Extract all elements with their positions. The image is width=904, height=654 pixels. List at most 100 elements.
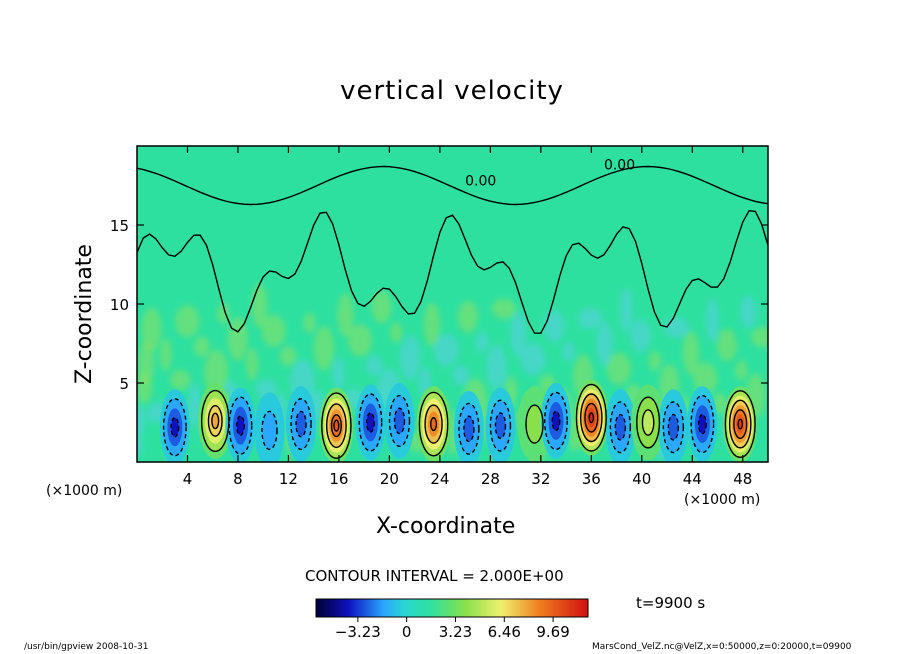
y-axis-title: Z-coordinate [72,244,97,384]
contour-line [667,413,680,441]
x-tick-label: 28 [481,470,500,488]
colorbar-tick-label: 0 [402,623,412,641]
contour-line [641,409,655,436]
contour-line [358,393,383,452]
turbulence-patch [227,316,248,361]
turbulence-patch [170,369,191,390]
turbulence-patch [648,350,661,371]
turbulence-patch [706,297,719,342]
x-tick-label: 4 [183,470,193,488]
x-tick-label: 40 [632,470,651,488]
contour-line [388,394,411,447]
turbulence-patch [371,291,392,324]
x-tick-label: 12 [279,470,298,488]
x-tick-label: 20 [380,470,399,488]
contour-line [170,417,180,438]
cell-level [333,420,339,432]
contour-line [261,410,278,451]
contour-line [544,391,568,451]
contour-line [494,412,507,440]
contour-line [325,403,347,449]
footer-data-source: MarsCond_VelZ.nc@VelZ,x=0:50000,z=0:2000… [592,642,852,652]
colorbar: −3.23 0 3.23 6.46 9.69 [315,598,589,641]
zero-contour-upper [137,165,768,206]
cell-level [738,419,743,429]
chart-title: vertical velocity [340,76,564,106]
turbulence-patch [159,338,172,371]
contour-line [737,418,744,430]
contour-line [333,419,340,432]
turbulence-patch [510,312,527,357]
x-tick-label: 24 [430,470,449,488]
cell-level [394,408,405,434]
turbulence-patch [366,355,383,376]
cell-level [668,414,679,440]
contour-line [551,410,561,432]
cell-level [463,416,474,442]
turbulence-patch [682,330,699,375]
turbulence-patch [735,360,748,381]
contour-line [636,396,661,449]
contour-line [418,391,449,457]
x-tick-label: 44 [683,470,702,488]
cell-level [642,409,654,436]
contour-line [662,401,685,454]
contour-line [290,398,312,451]
contour-line [424,404,443,444]
contour-line [463,415,475,443]
turbulence-patch [217,303,230,324]
contour-line [162,398,187,457]
contour-line [458,402,480,455]
turbulence-patch [620,288,633,333]
zero-contour [137,209,768,334]
turbulence-patch [137,436,143,457]
colorbar-tick-label: 3.23 [439,623,472,641]
turbulence-patch [204,349,229,394]
colorbar-tick-label: 9.69 [536,623,569,641]
cell-level [296,411,307,437]
contour-line [724,390,756,459]
cell-level [366,413,375,432]
contour-line [330,414,342,438]
turbulence-patch [740,295,757,328]
turbulence-patch [280,346,297,367]
turbulence-patch [486,345,507,390]
turbulence-patch [332,357,345,390]
contour-line [614,413,627,441]
x-axis-title: X-coordinate [376,514,516,539]
cell-level [171,417,179,437]
contour-line [697,413,707,435]
contour-line [489,399,512,452]
contour-line [321,392,352,459]
cell-level [552,411,560,431]
turbulence-patch [750,327,768,348]
contour-line [430,417,438,432]
x-unit-label-right: (×1000 m) [684,492,761,508]
colorbar-tick-label: 6.46 [488,623,521,641]
cell-level [495,412,506,439]
turbulence-patch [562,341,575,362]
turbulence-patch [303,312,316,333]
turbulence-patch [188,383,201,428]
turbulence-patch [434,333,459,366]
contour-line [690,394,715,454]
y-tick-label: 5 [119,375,129,393]
contour-line [609,401,632,454]
turbulence-patch [544,310,565,343]
turbulence-patch [578,308,603,329]
turbulence-patch [606,352,631,385]
contour-line [733,409,748,440]
turbulence-patch [137,404,146,437]
contour-line [588,412,595,424]
time-label: t=9900 s [636,594,706,612]
contour-line [393,407,406,435]
x-tick-label: 48 [733,470,752,488]
x-unit-label-left: (×1000 m) [46,483,123,499]
turbulence-patch [476,331,489,352]
turbulence-patch [452,365,469,386]
x-tick-label: 36 [582,470,601,488]
x-tick-label: 8 [233,470,243,488]
cell-level [615,414,626,440]
colorbar-tick-label: −3.23 [335,623,381,641]
